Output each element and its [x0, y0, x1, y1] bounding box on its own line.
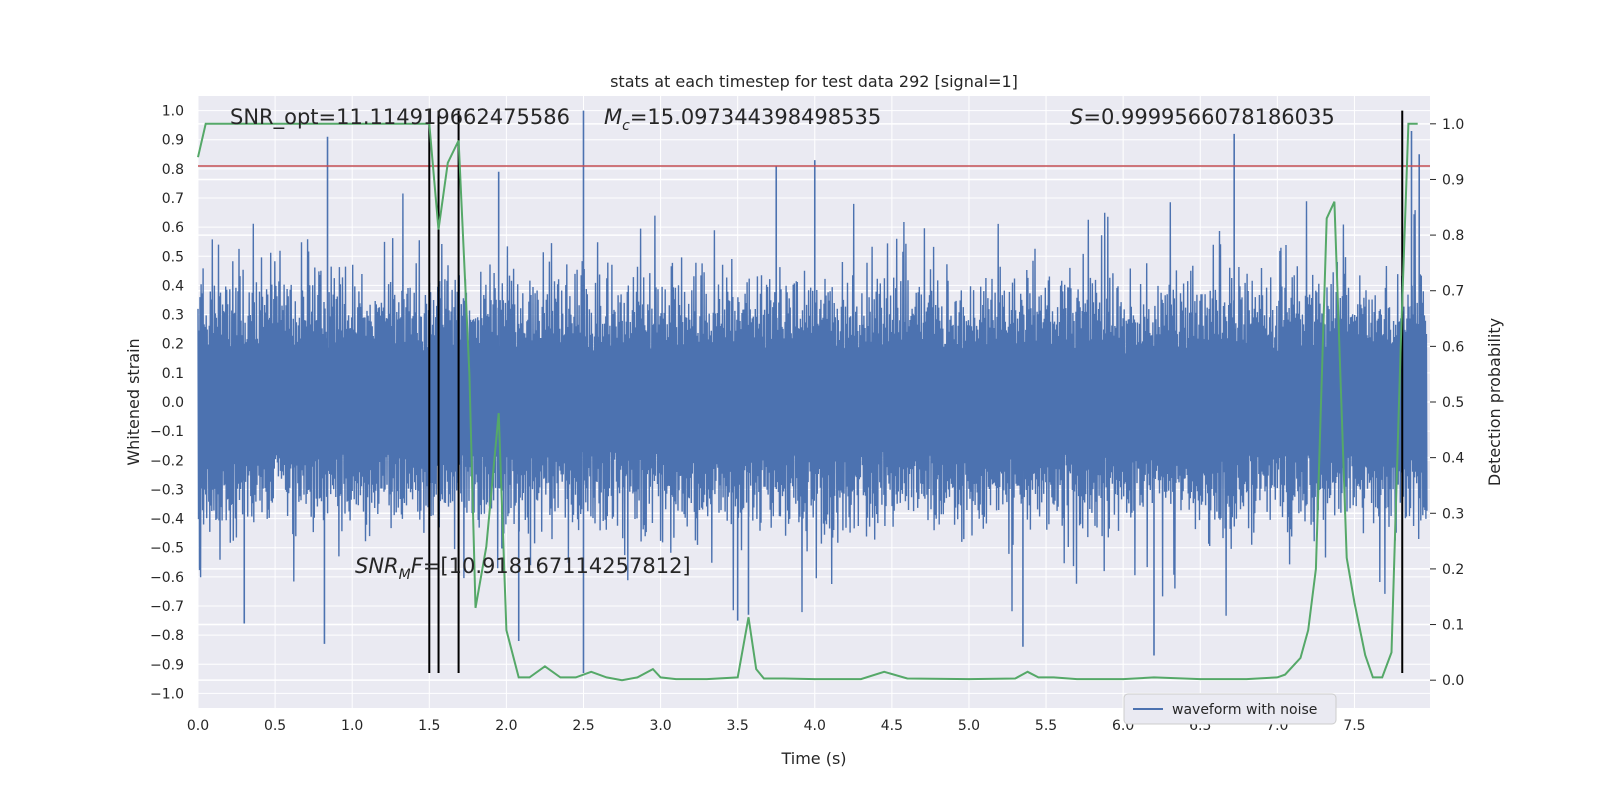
y-tick-label: −0.8: [150, 628, 184, 644]
y-tick-label: −0.7: [150, 599, 184, 615]
y-tick-label: −0.1: [150, 424, 184, 440]
mc-annotation: Mc=15.097344398498535: [604, 105, 881, 134]
y-tick-label: −0.9: [150, 657, 184, 673]
y-tick-label: −0.5: [150, 541, 184, 557]
x-tick-label: 3.5: [727, 718, 749, 734]
y2-tick-label: 0.2: [1442, 562, 1464, 578]
y2-tick-label: 0.8: [1442, 228, 1464, 244]
waveform-line: [197, 193, 1428, 616]
y2-tick-label: 0.5: [1442, 395, 1464, 411]
y-tick-label: 0.8: [162, 162, 184, 178]
y-tick-label: −0.3: [150, 482, 184, 498]
y-tick-label: −1.0: [150, 686, 184, 702]
y-tick-label: 0.4: [162, 278, 184, 294]
y-ticks: 1.0 0.9 0.8 0.7 0.6 0.5 0.4 0.3 0.2 0.1 0.0 −0.1 −0.…: [150, 104, 184, 703]
legend: waveform with noise: [1123, 693, 1337, 725]
y-tick-label: 0.0: [162, 395, 184, 411]
y2-ticks: 1.0 0.9 0.8 0.7 0.6 0.5 0.4 0.3 0.2 0.1 0.0: [1430, 117, 1464, 689]
y2-tick-label: 1.0: [1442, 117, 1464, 133]
x-tick-label: 0.0: [187, 718, 209, 734]
y2-tick-label: 0.9: [1442, 172, 1464, 188]
y-tick-label: 0.3: [162, 308, 184, 324]
y-tick-label: 1.0: [162, 104, 184, 120]
y-tick-label: −0.2: [150, 453, 184, 469]
y-tick-label: 0.7: [162, 191, 184, 207]
y-tick-label: 0.9: [162, 133, 184, 149]
y-tick-label: 0.5: [162, 249, 184, 265]
y2-tick-label: 0.3: [1442, 506, 1464, 522]
probability-line: [197, 122, 1418, 682]
legend-box: [1123, 693, 1337, 725]
chart-title: stats at each timestep for test data 292…: [610, 72, 1018, 91]
y2-tick-label: 0.1: [1442, 618, 1464, 634]
legend-label: waveform with noise: [1172, 702, 1317, 718]
vertical-markers: [428, 110, 1404, 674]
x-tick-label: 2.5: [572, 718, 594, 734]
x-tick-label: 1.5: [418, 718, 440, 734]
x-axis-label: Time (s): [780, 749, 846, 768]
snr-opt-annotation: SNR_opt=11.114919662475586: [230, 105, 570, 130]
y2-tick-label: 0.6: [1442, 339, 1464, 355]
y2-tick-label: 0.0: [1442, 673, 1464, 689]
snr-mf-annotation: SNRMF=[10.918167114257812]: [355, 554, 691, 583]
s-annotation: S=0.9999566078186035: [1070, 105, 1335, 129]
y2-tick-label: 0.7: [1442, 284, 1464, 300]
waveform-series: [197, 110, 1428, 674]
x-tick-label: 3.0: [649, 718, 671, 734]
x-tick-label: 1.0: [341, 718, 363, 734]
y-tick-label: 0.1: [162, 366, 184, 382]
y-tick-label: 0.6: [162, 220, 184, 236]
x-tick-label: 7.5: [1343, 718, 1365, 734]
x-tick-label: 4.5: [881, 718, 903, 734]
y-tick-label: −0.6: [150, 570, 184, 586]
y-axis-label: Whitened strain: [124, 338, 143, 465]
x-tick-label: 5.0: [958, 718, 980, 734]
probability-series: [197, 122, 1418, 682]
y-tick-label: 0.2: [162, 337, 184, 353]
y-tick-label: −0.4: [150, 512, 184, 528]
x-tick-label: 4.0: [804, 718, 826, 734]
x-tick-label: 5.5: [1035, 718, 1057, 734]
x-tick-label: 2.0: [495, 718, 517, 734]
y2-tick-label: 0.4: [1442, 451, 1464, 467]
x-tick-label: 0.5: [264, 718, 286, 734]
y2-axis-label: Detection probability: [1485, 318, 1504, 486]
